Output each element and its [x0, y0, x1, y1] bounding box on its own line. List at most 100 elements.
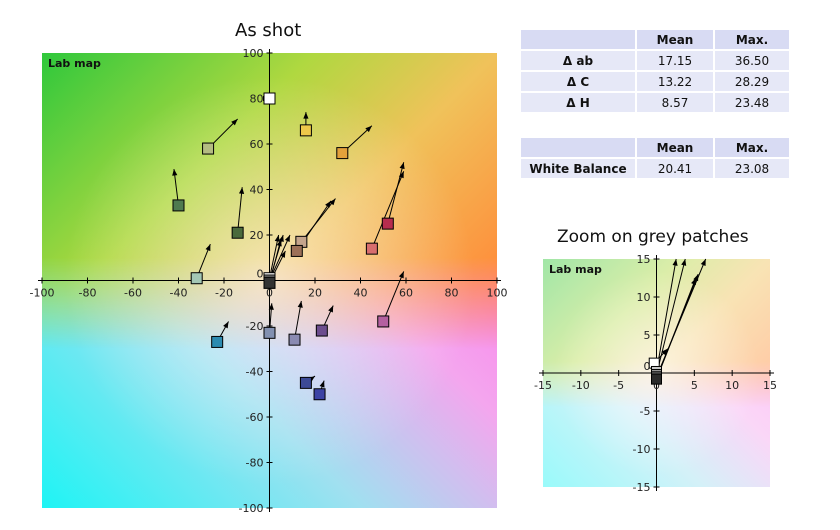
plot-label: Lab map [48, 57, 101, 70]
x-tick-label: -10 [572, 379, 590, 392]
delta-stats-table: Mean Max. Δ ab 17.15 36.50 Δ C 13.22 28.… [519, 28, 791, 114]
shift-arrow [387, 162, 405, 224]
y-tick-label: -60 [246, 411, 264, 424]
y-tick-label: 20 [250, 229, 264, 242]
arrow-head [661, 348, 668, 356]
row-label-delta-ab: Δ ab [521, 51, 635, 70]
arrow-head [172, 169, 178, 176]
arrow-head [398, 171, 404, 179]
y-tick-label: 40 [250, 184, 264, 197]
table-header-row: Mean Max. [521, 30, 789, 49]
x-tick-label: -60 [124, 287, 142, 300]
arrow-head [399, 162, 405, 170]
table-row: White Balance 20.41 23.08 [521, 159, 789, 178]
x-tick-label: 5 [691, 379, 698, 392]
cell-max: 36.50 [715, 51, 789, 70]
zoom-chart-title: Zoom on grey patches [557, 227, 749, 247]
y-tick-label: -100 [239, 502, 264, 515]
arrow-head [274, 235, 280, 242]
shift-arrow [294, 300, 302, 340]
patch-marker [290, 244, 303, 257]
arrow-head [325, 200, 331, 208]
table-header-mean: Mean [637, 30, 713, 49]
shift-arrow [656, 258, 686, 375]
cell-max: 23.48 [715, 93, 789, 112]
y-tick-label: 100 [243, 47, 264, 60]
cell-mean: 20.41 [637, 159, 713, 178]
arrow-head [231, 118, 238, 126]
arrow-head [238, 187, 245, 194]
patch-marker [336, 147, 349, 160]
patch-marker [211, 335, 224, 348]
main-chart-title: As shot [235, 20, 302, 41]
row-label-white-balance: White Balance [521, 159, 635, 178]
arrow-head [329, 198, 336, 206]
table-row: Δ H 8.57 23.48 [521, 93, 789, 112]
lab-map-chart: Lab map -100 -80 -60 -40 -20 0 20 40 60 80 100 -100 -… [30, 47, 508, 515]
patch-marker [365, 242, 378, 255]
patch-marker [263, 92, 276, 105]
shift-arrow [269, 234, 280, 279]
x-tick-label: 100 [487, 287, 508, 300]
arrow-head [284, 235, 290, 242]
shift-arrow [656, 277, 697, 380]
y-tick-label: 10 [637, 291, 651, 304]
shift-arrow [382, 271, 405, 322]
x-tick-label: 20 [308, 287, 322, 300]
x-tick-label: -20 [215, 287, 233, 300]
arrow-head [278, 235, 284, 242]
y-tick-label: 0 [257, 268, 264, 281]
table-header-mean: Mean [637, 138, 713, 157]
table-row: Δ C 13.22 28.29 [521, 72, 789, 91]
arrow-head [700, 259, 706, 266]
arrow-head [280, 250, 286, 258]
patch-marker [190, 272, 203, 285]
table-header-max: Max. [715, 138, 789, 157]
y-tick-label: 0 [644, 360, 651, 373]
y-tick-label: -40 [246, 366, 264, 379]
arrow-head [268, 303, 274, 310]
table-header-max: Max. [715, 30, 789, 49]
table-header-blank [521, 30, 635, 49]
x-tick-label: -80 [79, 287, 97, 300]
patch-marker [651, 373, 662, 385]
cell-mean: 8.57 [637, 93, 713, 112]
table-header-blank [521, 138, 635, 157]
x-tick-label: -5 [613, 379, 624, 392]
row-label-delta-h: Δ H [521, 93, 635, 112]
white-balance-table: Mean Max. White Balance 20.41 23.08 [519, 136, 791, 180]
table-row: Δ ab 17.15 36.50 [521, 51, 789, 70]
arrow-head [691, 278, 696, 285]
patch-marker [172, 199, 185, 212]
x-tick-label: -15 [534, 379, 552, 392]
arrow-head [328, 305, 334, 313]
x-tick-label: 15 [763, 379, 777, 392]
cell-max: 28.29 [715, 72, 789, 91]
cell-mean: 13.22 [637, 72, 713, 91]
arrow-head [319, 380, 325, 388]
cell-max: 23.08 [715, 159, 789, 178]
x-tick-label: 80 [445, 287, 459, 300]
x-tick-label: 40 [354, 287, 368, 300]
arrow-head [303, 112, 309, 119]
patch-marker [231, 226, 244, 239]
y-tick-label: 80 [250, 93, 264, 106]
x-tick-label: 60 [399, 287, 413, 300]
patch-marker [313, 388, 326, 401]
y-tick-label: -5 [640, 405, 651, 418]
patch-marker [288, 333, 301, 346]
x-tick-label: 0 [653, 379, 660, 392]
arrow-head [276, 239, 282, 247]
arrow-head [223, 321, 229, 329]
arrow-head [297, 300, 303, 308]
shift-arrow [656, 258, 677, 372]
y-tick-label: -15 [633, 481, 651, 494]
patch-marker [377, 315, 390, 328]
arrow-head [398, 271, 404, 279]
y-tick-label: 60 [250, 138, 264, 151]
x-tick-label: -40 [170, 287, 188, 300]
arrow-head [205, 244, 211, 252]
x-tick-label: 0 [266, 287, 273, 300]
row-label-delta-c: Δ C [521, 72, 635, 91]
arrow-head [365, 125, 372, 133]
